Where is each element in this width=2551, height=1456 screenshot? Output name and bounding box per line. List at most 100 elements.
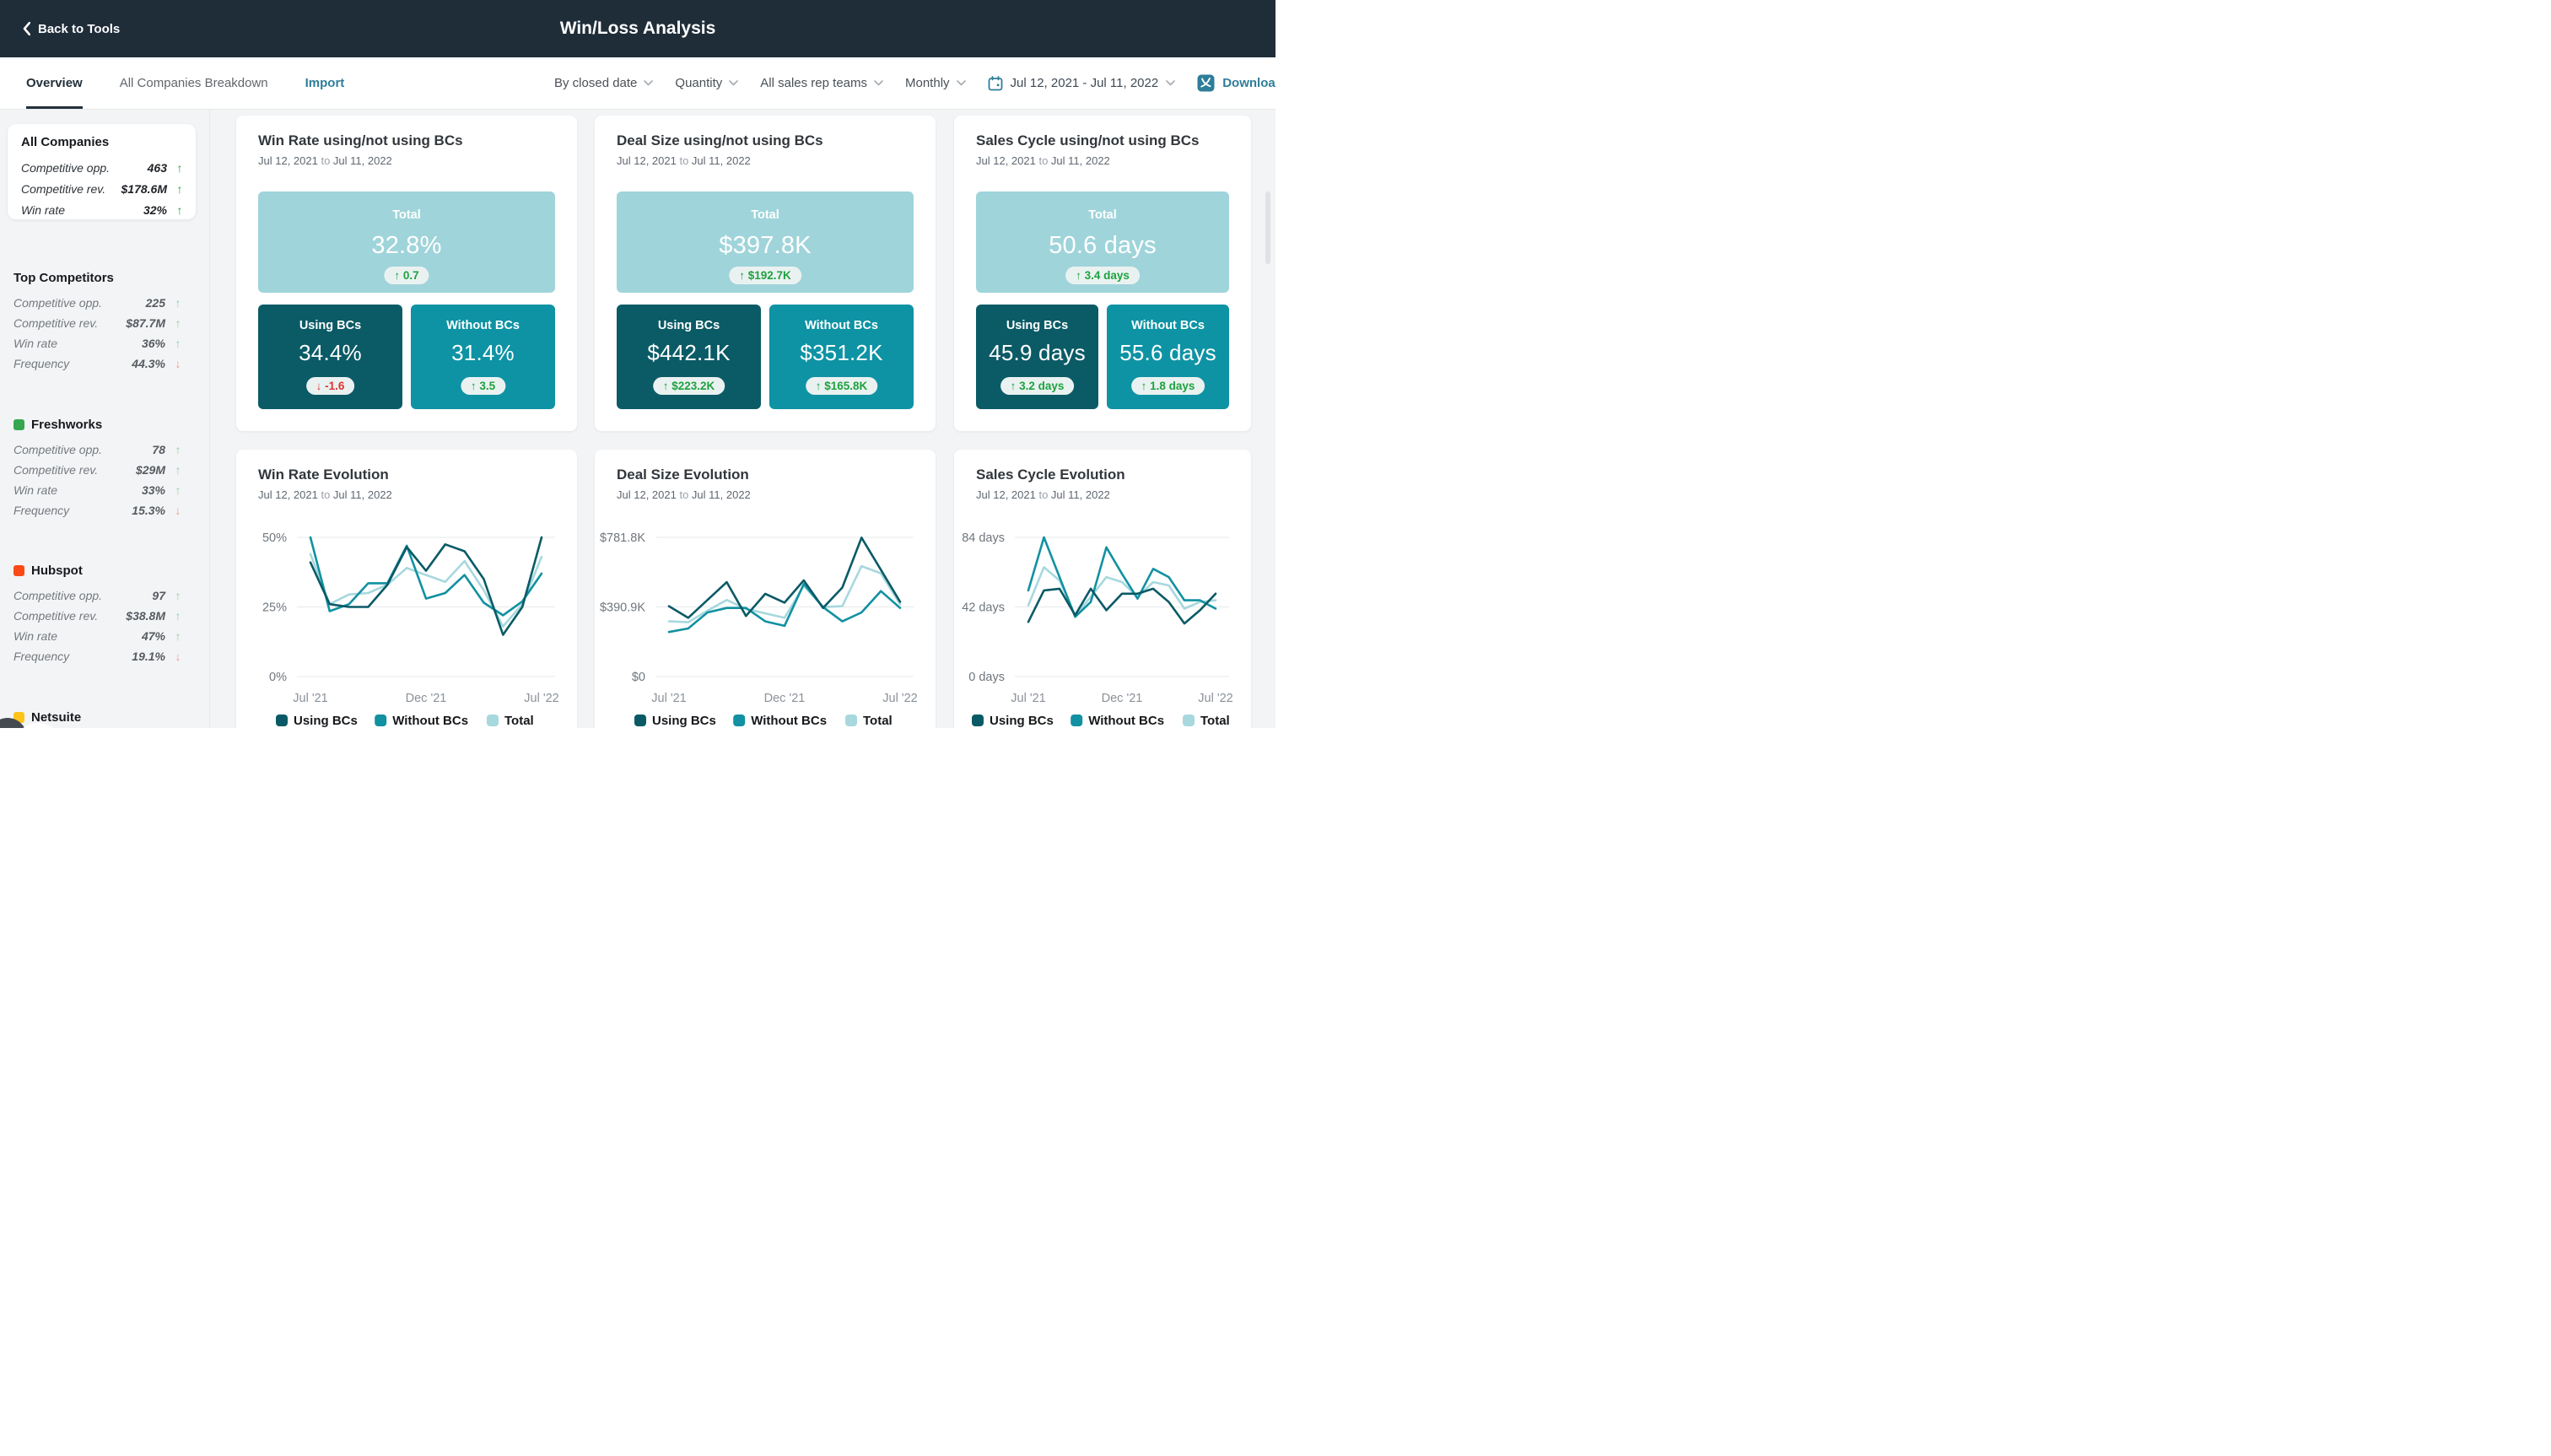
chart-title: Win Rate Evolution — [258, 466, 389, 483]
metric-label: Win rate — [13, 629, 58, 643]
metric-label: Frequency — [13, 504, 70, 517]
x-axis-tick-label: Jul '21 — [293, 692, 327, 705]
legend-label: Using BCs — [990, 714, 1054, 728]
metric-row: Win rate 33% ↑ — [0, 483, 196, 497]
chart-card-win-rate-evolution: Win Rate Evolution Jul 12, 2021 to Jul 11… — [236, 450, 577, 728]
series-line-without-bcs — [309, 536, 543, 617]
x-axis-tick-label: Jul '21 — [651, 692, 686, 705]
filter-dropdown-quantity[interactable]: Quantity — [675, 76, 739, 90]
legend-item-total[interactable]: Total — [487, 714, 534, 728]
legend-label: Without BCs — [392, 714, 468, 728]
legend-item-total[interactable]: Total — [845, 714, 893, 728]
legend-item-using-bcs[interactable]: Using BCs — [276, 714, 358, 728]
metric-label: Win rate — [13, 337, 58, 350]
sidebar-section-title-label: All Companies — [21, 135, 110, 149]
legend-swatch — [1183, 715, 1195, 726]
legend-swatch — [972, 715, 984, 726]
vertical-scrollbar[interactable] — [1265, 191, 1270, 264]
card-title: Win Rate using/not using BCs — [258, 132, 463, 148]
legend-item-using-bcs[interactable]: Using BCs — [634, 714, 716, 728]
trend-up-icon: ↑ — [175, 483, 181, 497]
legend-label: Total — [504, 714, 534, 728]
line-chart: 0 days 42 days 84 days Jul '21 Dec '21 Jul '2… — [962, 531, 1233, 728]
trend-up-icon: ↑ — [175, 609, 181, 623]
tile-value: 55.6 days — [1119, 340, 1216, 365]
metric-value: $178.6M — [121, 182, 167, 196]
y-axis-tick-label: $781.8K — [600, 531, 645, 545]
legend-item-without-bcs[interactable]: Without BCs — [375, 714, 468, 728]
change-badge: ↑ 3.4 days — [1065, 267, 1140, 284]
range-to: Jul 11, 2022 — [1050, 488, 1110, 501]
trend-up-icon: ↑ — [175, 296, 181, 310]
tab-all-companies-breakdown[interactable]: All Companies Breakdown — [119, 76, 268, 90]
change-badge: ↑ 1.8 days — [1130, 377, 1205, 395]
filter-dropdown-by-closed-date[interactable]: By closed date — [554, 76, 654, 90]
download-button[interactable]: Download — [1197, 74, 1276, 92]
trend-up-icon: ↑ — [175, 316, 181, 330]
filter-dropdown-label: Monthly — [905, 76, 950, 90]
change-badge: ↑ $165.8K — [805, 377, 878, 395]
legend-item-total[interactable]: Total — [1183, 714, 1230, 728]
sidebar-section-title: Freshworks — [13, 418, 102, 432]
legend-item-without-bcs[interactable]: Without BCs — [733, 714, 827, 728]
metric-label: Competitive opp. — [13, 296, 103, 310]
trend-up-icon: ↑ — [175, 443, 181, 456]
metric-value: $29M — [135, 463, 165, 477]
metric-row: Win rate 47% ↑ — [0, 629, 196, 643]
tile-label: Without BCs — [1131, 319, 1205, 332]
metric-value: 36% — [141, 337, 165, 350]
range-from: Jul 12, 2021 — [976, 154, 1036, 167]
legend-label: Without BCs — [1088, 714, 1164, 728]
x-axis-tick-label: Dec '21 — [764, 692, 806, 705]
metric-row: Competitive rev. $38.8M ↑ — [0, 609, 196, 623]
change-badge: ↑ $192.7K — [729, 267, 801, 284]
legend-swatch — [487, 715, 499, 726]
y-axis-tick-label: 50% — [262, 531, 287, 545]
sidebar-section-title-label: Top Competitors — [13, 271, 114, 285]
sidebar: All Companies Competitive opp. 463 ↑ Competi… — [0, 109, 209, 728]
without-bcs-tile: Without BCs $351.2K ↑ $165.8K — [769, 305, 914, 409]
legend-item-without-bcs[interactable]: Without BCs — [1071, 714, 1164, 728]
trend-up-icon: ↑ — [176, 182, 183, 196]
tile-value: 32.8% — [371, 232, 442, 259]
series-line-without-bcs — [667, 583, 902, 634]
metric-row: Competitive rev. $87.7M ↑ — [0, 316, 196, 330]
chart-card-deal-size-evolution: Deal Size Evolution Jul 12, 2021 to Jul 1… — [595, 450, 936, 728]
using-bcs-tile: Using BCs 34.4% ↓ -1.6 — [258, 305, 402, 409]
range-separator: to — [317, 488, 333, 501]
page-title: Win/Loss Analysis — [559, 19, 716, 38]
filter-bar: By closed date Quantity All sales rep team… — [554, 57, 1276, 109]
trend-down-icon: ↓ — [175, 504, 181, 517]
win-loss-analysis-app: Back to Tools Win/Loss Analysis Overview… — [0, 0, 1276, 728]
sidebar-section-title: All Companies — [21, 135, 109, 149]
date-range-picker[interactable]: Jul 12, 2021 - Jul 11, 2022 — [988, 75, 1176, 91]
range-from: Jul 12, 2021 — [976, 488, 1036, 501]
import-link[interactable]: Import — [305, 76, 345, 90]
legend-label: Total — [1200, 714, 1230, 728]
legend-swatch — [733, 715, 746, 726]
range-to: Jul 11, 2022 — [332, 488, 392, 501]
metric-card-deal-size-using-not-using-bcs: Deal Size using/not using BCs Jul 12, 202… — [595, 116, 936, 431]
tile-value: 31.4% — [451, 340, 515, 365]
chart-title: Deal Size Evolution — [617, 466, 749, 483]
series-line-using-bcs — [667, 537, 902, 619]
metric-row: Competitive opp. 78 ↑ — [0, 443, 196, 456]
y-axis-tick-label: 42 days — [962, 601, 1005, 615]
without-bcs-tile: Without BCs 55.6 days ↑ 1.8 days — [1107, 305, 1229, 409]
legend-item-using-bcs[interactable]: Using BCs — [972, 714, 1054, 728]
tab-overview[interactable]: Overview — [26, 57, 83, 109]
metric-value: $38.8M — [126, 609, 165, 623]
range-to: Jul 11, 2022 — [691, 488, 751, 501]
chevron-left-icon — [23, 22, 30, 35]
filter-dropdown-all-sales-rep-teams[interactable]: All sales rep teams — [760, 76, 883, 90]
metric-card-win-rate-using-not-using-bcs: Win Rate using/not using BCs Jul 12, 2021… — [236, 116, 577, 431]
filter-dropdown-monthly[interactable]: Monthly — [905, 76, 966, 90]
tile-label: Using BCs — [299, 319, 362, 332]
back-to-tools-button[interactable]: Back to Tools — [23, 0, 120, 57]
total-tile: Total 50.6 days ↑ 3.4 days — [976, 191, 1229, 293]
y-axis-tick-label: 0% — [269, 671, 287, 684]
series-line-total — [667, 564, 902, 623]
metric-label: Competitive opp. — [13, 443, 103, 456]
metric-row: Frequency 15.3% ↓ — [0, 504, 196, 517]
series-line-using-bcs — [309, 536, 543, 636]
